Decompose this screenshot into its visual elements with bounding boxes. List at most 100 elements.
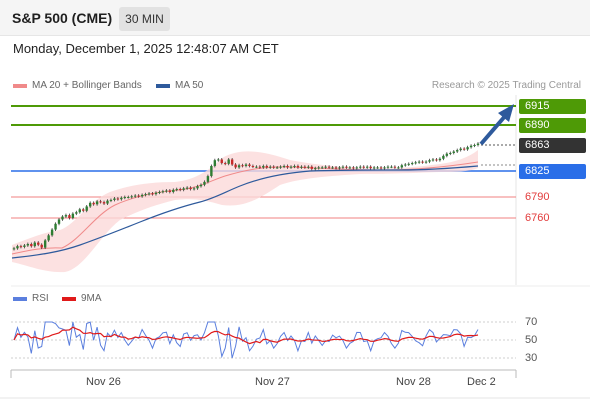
candle-body xyxy=(19,246,23,248)
candle-body xyxy=(43,240,47,248)
candle-body xyxy=(92,202,95,205)
research-credit: Research © 2025 Trading Central xyxy=(431,80,581,91)
candle-body xyxy=(185,187,189,189)
bollinger-band xyxy=(12,150,478,273)
candle-body xyxy=(421,161,424,163)
candle-body xyxy=(68,215,71,218)
candle-body xyxy=(244,164,248,166)
candle-body xyxy=(317,167,320,169)
candle-body xyxy=(265,165,268,168)
candle-body xyxy=(54,223,57,230)
candle-body xyxy=(182,188,185,190)
candle-body xyxy=(310,166,313,169)
candle-body xyxy=(78,209,81,213)
candle-body xyxy=(320,167,324,169)
candle-body xyxy=(168,190,172,192)
candle-body xyxy=(459,148,462,151)
rsi-ma-swatch xyxy=(62,296,76,301)
candle-body xyxy=(466,147,469,150)
candle-body xyxy=(30,244,33,247)
candle-body xyxy=(390,166,393,168)
candle-body xyxy=(258,166,262,168)
candle-body xyxy=(476,143,480,146)
candle-body xyxy=(116,198,120,200)
candle-body xyxy=(234,164,237,168)
candle-body xyxy=(352,167,355,169)
candle-body xyxy=(452,151,455,153)
candle-body xyxy=(355,167,359,169)
candle-body xyxy=(40,244,43,248)
ma50-line xyxy=(11,165,479,259)
rsi-tick-50: 50 xyxy=(525,334,538,346)
candle-body xyxy=(82,209,85,211)
candle-body xyxy=(279,166,282,168)
candle-body xyxy=(158,191,161,193)
candle-body xyxy=(47,235,50,241)
level-label-6790: 6790 xyxy=(525,191,550,203)
candle-body xyxy=(130,196,133,198)
candle-body xyxy=(275,167,279,169)
bollinger-label: MA 20 + Bollinger Bands xyxy=(32,80,142,91)
projection-arrow-head xyxy=(498,104,514,122)
candle-body xyxy=(123,197,127,199)
candle-body xyxy=(345,166,348,168)
candle-body xyxy=(113,198,116,200)
candle-body xyxy=(445,153,449,156)
chart-datetime: Monday, December 1, 2025 12:48:07 AM CET xyxy=(13,41,279,56)
candle-body xyxy=(196,186,199,189)
candle-body xyxy=(71,213,75,218)
candle-body xyxy=(237,165,241,168)
timeframe-button[interactable]: 30 MIN xyxy=(119,7,170,31)
candle-body xyxy=(147,193,151,195)
instrument-title: S&P 500 (CME) xyxy=(12,10,113,26)
candle-body xyxy=(248,164,251,166)
candle-body xyxy=(95,201,99,205)
candle-body xyxy=(307,166,310,168)
candle-body xyxy=(372,167,376,169)
candle-body xyxy=(127,197,130,199)
candle-body xyxy=(172,189,175,192)
candle-body xyxy=(230,159,234,165)
candle-body xyxy=(99,201,102,203)
rsi-line xyxy=(13,321,479,359)
candle-body xyxy=(438,158,442,161)
candle-body xyxy=(334,167,338,169)
candle-body xyxy=(120,197,123,200)
candle-body xyxy=(289,166,293,168)
level-tag-6890: 6890 xyxy=(519,118,586,133)
candle-body xyxy=(137,195,140,197)
candle-body xyxy=(241,165,244,167)
candle-body xyxy=(331,167,334,169)
rsi-label: RSI xyxy=(32,293,49,304)
candle-body xyxy=(428,160,431,162)
level-tag-6825: 6825 xyxy=(519,164,586,179)
candle-body xyxy=(61,216,64,220)
candle-body xyxy=(154,192,158,195)
candle-body xyxy=(473,145,476,147)
candle-body xyxy=(442,155,445,159)
ma50-label: MA 50 xyxy=(175,80,204,91)
candle-body xyxy=(314,168,317,170)
candle-body xyxy=(269,166,272,168)
candle-body xyxy=(203,181,206,185)
candle-body xyxy=(362,166,365,168)
candle-body xyxy=(400,165,404,168)
candle-body xyxy=(227,159,230,164)
candle-body xyxy=(26,244,30,246)
candle-body xyxy=(106,200,109,204)
candle-body xyxy=(414,162,417,164)
candle-body xyxy=(85,206,88,211)
candle-body xyxy=(435,159,438,161)
candle-body xyxy=(296,165,300,168)
candle-body xyxy=(376,167,379,169)
candle-body xyxy=(272,166,275,168)
candle-body xyxy=(341,166,345,168)
candle-body xyxy=(75,212,78,214)
candle-body xyxy=(393,166,397,168)
candle-body xyxy=(151,193,154,195)
candle-body xyxy=(217,159,220,161)
candle-body xyxy=(338,167,341,169)
rsi-swatch xyxy=(13,296,27,301)
candle-body xyxy=(23,245,26,247)
